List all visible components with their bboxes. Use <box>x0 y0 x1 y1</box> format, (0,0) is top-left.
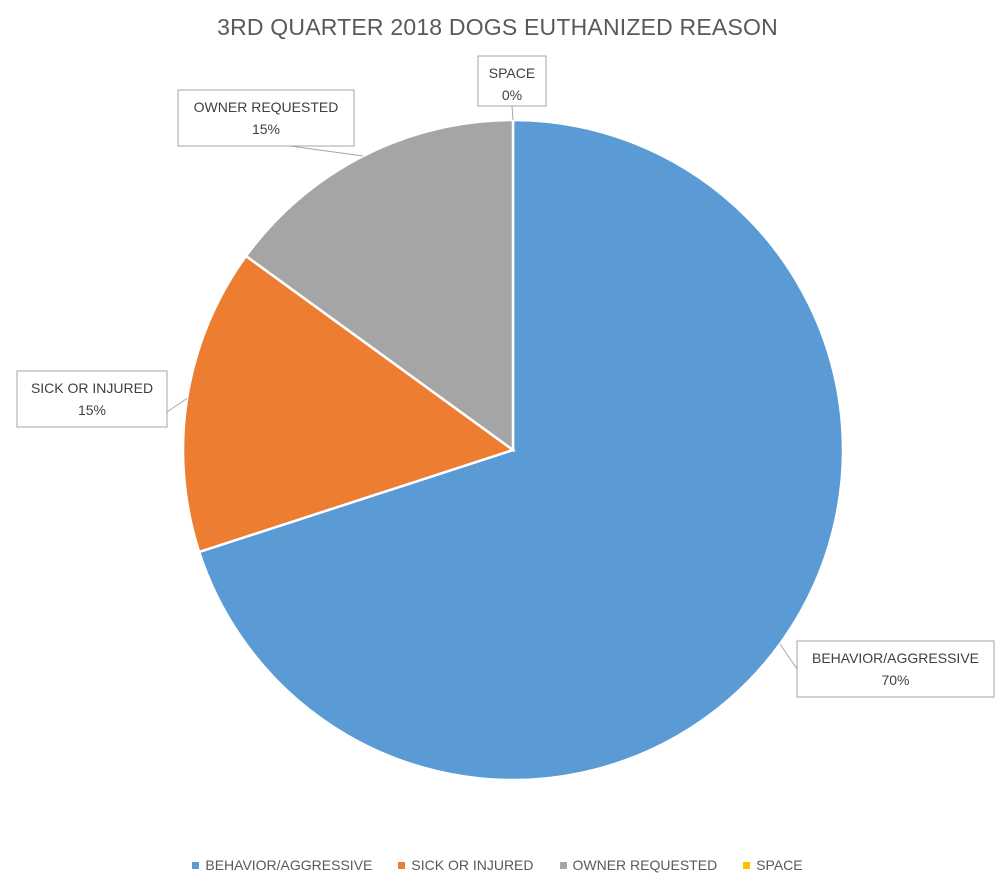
legend-item-space: SPACE <box>743 857 803 873</box>
callout-owner-requested: OWNER REQUESTED 15% <box>177 89 364 157</box>
slice-category-label: OWNER REQUESTED <box>194 99 339 115</box>
legend-label: OWNER REQUESTED <box>572 857 718 873</box>
slice-percent-label: 15% <box>78 402 106 418</box>
slice-percent-label: 70% <box>881 672 909 688</box>
legend-swatch <box>559 861 567 869</box>
callout-behavior-aggressive: BEHAVIOR/AGGRESSIVE 70% <box>779 640 995 698</box>
leader-line <box>511 105 514 121</box>
leader-line <box>289 145 364 157</box>
legend: BEHAVIOR/AGGRESSIVE SICK OR INJURED OWNER … <box>0 857 995 873</box>
legend-label: SICK OR INJURED <box>411 857 534 873</box>
legend-label: SPACE <box>756 857 803 873</box>
pie-slice-owner-requested <box>244 118 515 453</box>
slice-category-label: SPACE <box>489 65 535 81</box>
callout-sick-or-injured: SICK OR INJURED 15% <box>16 370 188 428</box>
slice-percent-label: 0% <box>502 87 522 103</box>
pie-slice-sick-or-injured <box>181 254 516 554</box>
legend-item-sick-or-injured: SICK OR INJURED <box>398 857 534 873</box>
slice-category-label: SICK OR INJURED <box>31 380 153 396</box>
legend-swatch <box>743 861 751 869</box>
callout-box <box>477 55 547 107</box>
slice-category-label: BEHAVIOR/AGGRESSIVE <box>812 650 979 666</box>
legend-label: BEHAVIOR/AGGRESSIVE <box>205 857 373 873</box>
legend-swatch <box>398 861 406 869</box>
chart-title: 3RD QUARTER 2018 DOGS EUTHANIZED REASON <box>217 14 778 40</box>
pie-slice-behavior-aggressive <box>197 118 845 782</box>
leader-line <box>166 397 188 413</box>
slice-percent-label: 15% <box>252 121 280 137</box>
legend-item-behavior-aggressive: BEHAVIOR/AGGRESSIVE <box>192 857 372 873</box>
callout-box <box>177 89 355 147</box>
legend-swatch <box>192 861 200 869</box>
callout-space: SPACE 0% <box>477 55 547 121</box>
callout-box <box>16 370 168 428</box>
leader-line <box>779 643 798 670</box>
legend-item-owner-requested: OWNER REQUESTED <box>559 857 718 873</box>
callout-box <box>796 640 995 698</box>
